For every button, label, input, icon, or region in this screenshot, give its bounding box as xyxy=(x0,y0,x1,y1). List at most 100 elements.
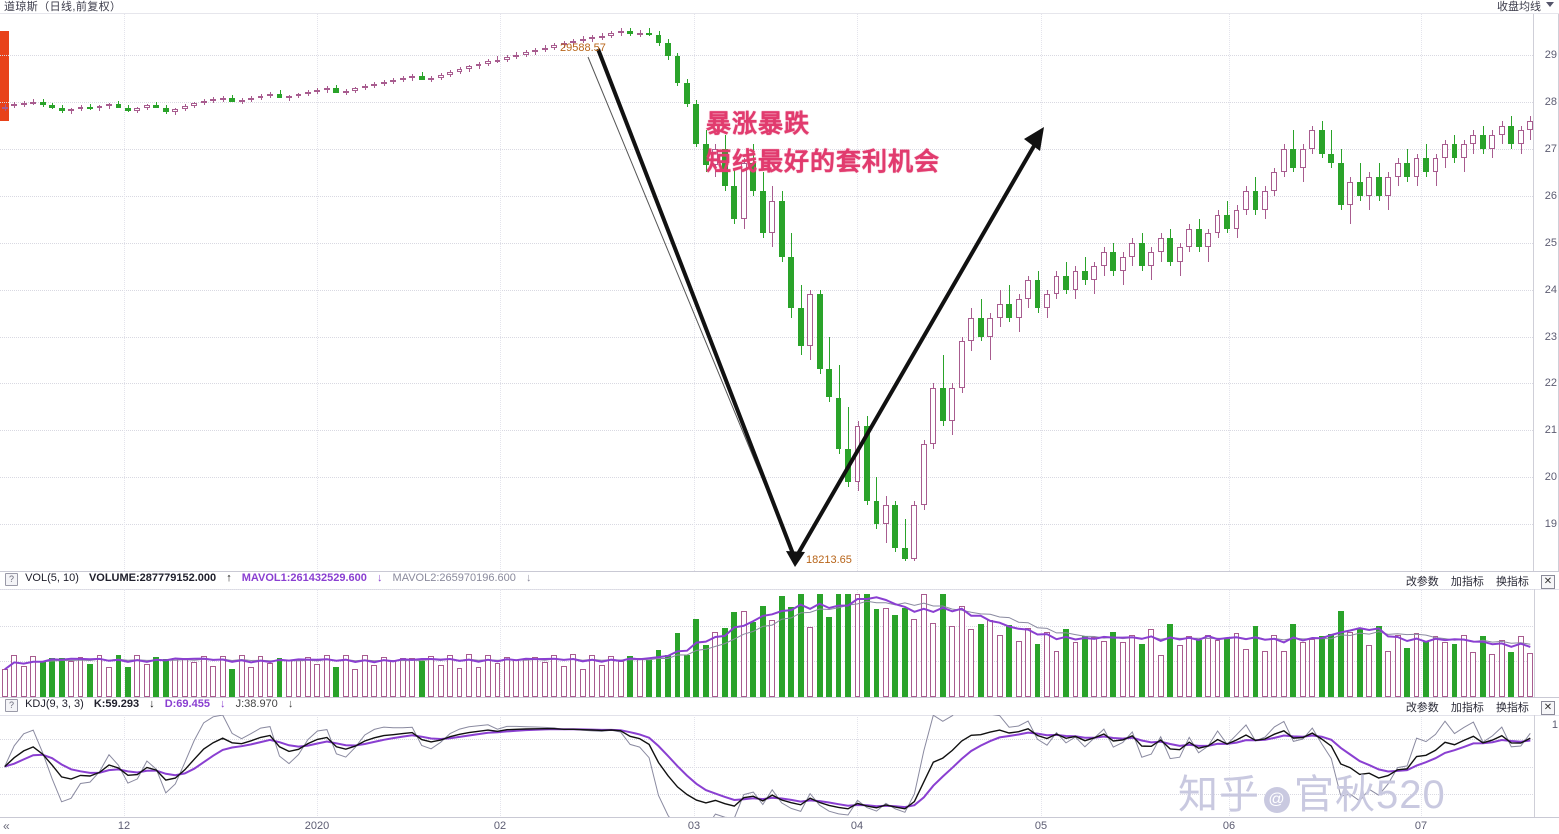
candle-body xyxy=(693,103,700,145)
volume-bar xyxy=(1243,648,1249,697)
scroll-left-icon[interactable]: « xyxy=(3,819,10,833)
candle-body xyxy=(892,505,899,548)
x-axis-tick: 04 xyxy=(850,820,864,832)
candle-body xyxy=(541,47,548,51)
gridline-v xyxy=(500,13,501,571)
kdj-d-arrow-icon: ↓ xyxy=(220,698,226,710)
price-y-axis: 29 28 27 26 25 24 23 22 21 20 19 xyxy=(1533,13,1558,571)
candle-body xyxy=(1025,280,1031,300)
volume-bar xyxy=(210,665,217,697)
candle-wick xyxy=(118,100,119,107)
candle-body xyxy=(286,96,292,99)
candle-body xyxy=(1337,163,1344,206)
candle-body xyxy=(1063,275,1069,290)
vol-swap-indicator-button[interactable]: 换指标 xyxy=(1495,576,1529,588)
volume-bar xyxy=(968,629,975,697)
candle-body xyxy=(949,388,956,421)
candle-body xyxy=(68,109,74,112)
candle-body xyxy=(390,80,397,83)
page-title: 道琼斯（日线,前复权） xyxy=(4,1,122,13)
price-axis-tick: 24 xyxy=(1544,283,1557,296)
help-icon[interactable]: ? xyxy=(5,573,18,586)
volume-bar xyxy=(447,654,453,697)
candle-body xyxy=(428,77,435,81)
volume-pane[interactable]: ? VOL(5, 10) VOLUME:287779152.000 ↑ MAVO… xyxy=(0,571,1559,697)
volume-bar xyxy=(1176,645,1183,697)
candle-body xyxy=(930,388,937,445)
gridline xyxy=(0,477,1535,479)
candle-body xyxy=(901,547,908,560)
volume-bar xyxy=(1517,636,1524,697)
candle-body xyxy=(987,317,994,337)
chart-header: 道琼斯（日线,前复权） 收盘均线 xyxy=(0,0,1559,14)
price-plot-area[interactable]: 29588.57 18213.65 暴涨暴跌 短线最好的套利机会 xyxy=(0,13,1535,571)
candle-body xyxy=(797,308,804,346)
volume-bar xyxy=(1508,651,1515,697)
kdj-k-arrow-icon: ↓ xyxy=(149,698,155,710)
candle-body xyxy=(1205,233,1212,248)
candle-body xyxy=(1110,252,1117,271)
candle-body xyxy=(58,107,65,112)
candle-body xyxy=(172,109,179,113)
price-axis-tick: 20 xyxy=(1544,471,1557,484)
kdj-pane[interactable]: ? KDJ(9, 3, 3) K:59.293 ↓ D:69.455 ↓ J:3… xyxy=(0,697,1559,818)
candle-body xyxy=(655,34,662,43)
candle-body xyxy=(1034,280,1041,309)
kdj-change-params-button[interactable]: 改参数 xyxy=(1405,702,1439,714)
candle-body xyxy=(598,35,605,38)
volume-ma-lines xyxy=(4,596,1531,671)
gridline-v xyxy=(124,589,125,697)
candle-body xyxy=(1006,303,1013,318)
vol-close-icon[interactable]: ✕ xyxy=(1541,575,1555,589)
volume-bar xyxy=(674,633,681,697)
volume-bar xyxy=(276,657,283,697)
ma-selector[interactable]: 收盘均线 xyxy=(1497,1,1541,13)
gridline xyxy=(0,794,1535,796)
price-axis-tick: 27 xyxy=(1544,142,1557,155)
volume-bar xyxy=(1233,632,1240,697)
candle-body xyxy=(106,103,112,107)
volume-bar xyxy=(579,668,586,697)
volume-bar xyxy=(589,654,596,697)
candle-body xyxy=(1328,153,1335,164)
volume-bar xyxy=(949,625,956,697)
volume-bar xyxy=(759,605,766,697)
candle-body xyxy=(1442,144,1448,159)
kdj-close-icon[interactable]: ✕ xyxy=(1541,701,1555,715)
gridline xyxy=(0,102,1535,104)
kdj-axis-tick: 1 xyxy=(1551,719,1558,731)
volume-bar xyxy=(418,660,425,697)
volume-bar xyxy=(1167,624,1174,697)
candle-body xyxy=(305,91,311,95)
candle-body xyxy=(996,303,1003,318)
help-icon[interactable]: ? xyxy=(5,699,18,712)
chevron-down-icon[interactable] xyxy=(1546,2,1554,7)
volume-bar xyxy=(1299,641,1306,697)
gridline-v xyxy=(500,589,501,697)
volume-bar xyxy=(920,594,927,697)
candle-body xyxy=(503,57,510,60)
volume-bar xyxy=(1100,640,1107,697)
volume-bar xyxy=(485,655,491,697)
volume-bar xyxy=(560,665,567,697)
price-pane[interactable]: 29588.57 18213.65 暴涨暴跌 短线最好的套利机会 29 28 27 2… xyxy=(0,13,1559,571)
volume-bar xyxy=(96,655,103,697)
vol-change-params-button[interactable]: 改参数 xyxy=(1405,576,1439,588)
kdj-swap-indicator-button[interactable]: 换指标 xyxy=(1495,702,1529,714)
volume-y-axis xyxy=(1534,589,1559,697)
volume-bar xyxy=(1072,641,1079,697)
volume-plot-area[interactable] xyxy=(0,589,1535,697)
candle-body xyxy=(608,33,615,36)
volume-bar xyxy=(1,669,8,697)
vol-add-indicator-button[interactable]: 加指标 xyxy=(1450,576,1484,588)
volume-bar xyxy=(1470,652,1477,697)
candle-body xyxy=(1195,228,1202,248)
candle-body xyxy=(911,505,918,560)
candle-body xyxy=(1252,191,1259,210)
kdj-add-indicator-button[interactable]: 加指标 xyxy=(1450,702,1484,714)
kdj-plot-area[interactable] xyxy=(0,715,1535,818)
volume-bar xyxy=(124,667,131,697)
volume-bar xyxy=(778,595,785,697)
candle-body xyxy=(1262,191,1268,210)
volume-bar xyxy=(153,656,160,697)
